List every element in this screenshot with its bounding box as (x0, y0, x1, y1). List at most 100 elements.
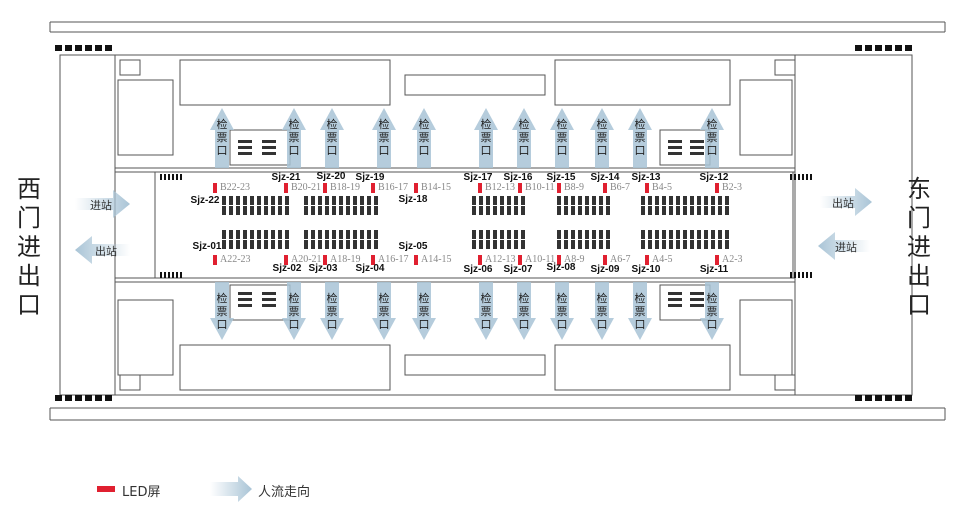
wall-block (176, 174, 178, 180)
wall-block (790, 174, 792, 180)
seat (592, 196, 596, 205)
seat (339, 206, 343, 215)
screen-id-label: Sjz-18 (398, 194, 428, 205)
seat (690, 230, 694, 239)
wall-block (180, 174, 182, 180)
seat (514, 240, 518, 249)
west-enter-text: 进站 (90, 199, 112, 212)
seat (711, 196, 715, 205)
wall-block (55, 395, 62, 401)
seat (318, 230, 322, 239)
seat (697, 230, 701, 239)
led-screen-icon (715, 183, 719, 193)
east-exit-text: 出站 (832, 197, 854, 210)
flow-arrow-down (282, 282, 306, 340)
seat (557, 240, 561, 249)
led-screen-icon (414, 183, 418, 193)
flow-arrow-down (628, 282, 652, 340)
bench (262, 152, 276, 155)
seat (367, 230, 371, 239)
seat (564, 230, 568, 239)
seat (229, 196, 233, 205)
screen-id-label: Sjz-17 (463, 172, 493, 183)
wall-block (176, 272, 178, 278)
seat (257, 196, 261, 205)
screen-id-label: Sjz-08 (546, 262, 576, 273)
seat (718, 206, 722, 215)
flow-arrow-down (550, 282, 574, 340)
seat (521, 206, 525, 215)
seat (264, 206, 268, 215)
seat (641, 230, 645, 239)
seat (318, 196, 322, 205)
east-enter-arrow (818, 232, 870, 260)
seat (229, 240, 233, 249)
ticket-gate-label: 检票口 (418, 118, 430, 157)
gate-number-top: B12-13 (485, 182, 515, 193)
seat (264, 230, 268, 239)
wall-block (905, 45, 912, 51)
gate-number-top: B18-19 (330, 182, 360, 193)
led-screen-icon (518, 183, 522, 193)
seat (655, 196, 659, 205)
legend-flow-text: 人流走向 (258, 485, 311, 500)
seat (669, 240, 673, 249)
west-enter-arrow (75, 190, 130, 218)
seat (571, 230, 575, 239)
west-exit-text: 出站 (95, 245, 117, 258)
seat (236, 240, 240, 249)
seat (683, 196, 687, 205)
bench (668, 304, 682, 307)
flow-arrow-up (372, 108, 396, 168)
gate-number-bottom: A16-17 (378, 254, 409, 265)
ticket-gate-label: 检票口 (326, 292, 338, 331)
seat (606, 196, 610, 205)
wall-block (806, 272, 808, 278)
seat (571, 196, 575, 205)
gate-number-bottom: A8-9 (564, 254, 585, 265)
bench (690, 292, 704, 295)
screen-id-label: Sjz-09 (590, 264, 620, 275)
wall-block (75, 45, 82, 51)
flow-arrow-up (412, 108, 436, 168)
gate-number-bottom: A20-21 (291, 254, 322, 265)
seat (486, 230, 490, 239)
gate-number-bottom: A22-23 (220, 254, 251, 265)
seat (243, 206, 247, 215)
screen-id-label: Sjz-02 (272, 263, 302, 274)
flow-arrow-down (512, 282, 536, 340)
seat (521, 240, 525, 249)
west-exit-arrow (75, 236, 130, 264)
seat (676, 230, 680, 239)
seat (564, 240, 568, 249)
seat (704, 206, 708, 215)
seat (641, 196, 645, 205)
seat (585, 240, 589, 249)
seat (285, 196, 289, 205)
seat (304, 230, 308, 239)
ticket-gate-label: 检票口 (556, 292, 568, 331)
seat (521, 196, 525, 205)
seat (374, 240, 378, 249)
led-screen-icon (371, 255, 375, 265)
gate-number-bottom: A4-5 (652, 254, 673, 265)
ticket-gate-label: 检票口 (596, 118, 608, 157)
flow-arrow-up (512, 108, 536, 168)
seat (718, 230, 722, 239)
legend-flow-arrow (210, 476, 252, 502)
wall-block (95, 395, 102, 401)
seat (236, 206, 240, 215)
seat (479, 240, 483, 249)
seat (346, 196, 350, 205)
seat (222, 206, 226, 215)
seat (250, 240, 254, 249)
seat (500, 230, 504, 239)
seat (264, 240, 268, 249)
seat (325, 230, 329, 239)
gate-number-top: B10-11 (525, 182, 555, 193)
led-screen-icon (715, 255, 719, 265)
led-screen-icon (478, 183, 482, 193)
seat (472, 230, 476, 239)
seat (676, 240, 680, 249)
